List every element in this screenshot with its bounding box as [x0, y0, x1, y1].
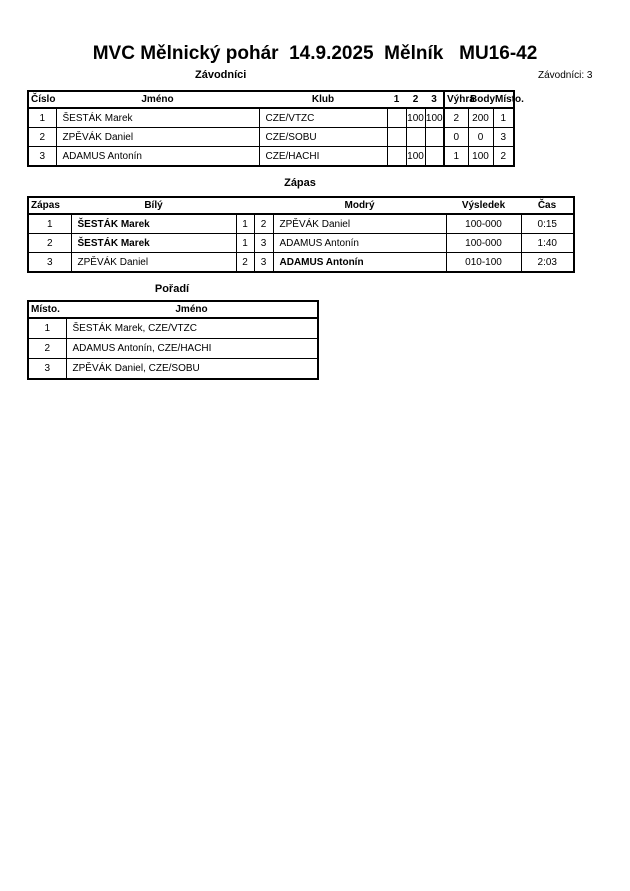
cell-points: 0: [467, 127, 494, 147]
header-number: Číslo: [28, 91, 56, 109]
cell-number: 3: [27, 146, 57, 167]
cell-blue-number: 3: [253, 252, 274, 273]
header-white: Bílý: [71, 197, 236, 215]
cell-blue-name: ADAMUS Antonín: [272, 252, 447, 273]
cell-white-name: ZPĚVÁK Daniel: [70, 252, 237, 273]
header-round-1: 1: [387, 91, 406, 109]
header-club: Klub: [259, 91, 387, 109]
cell-match-number: 1: [27, 213, 72, 234]
header-blue-number: [254, 197, 273, 215]
cell-round-2: [405, 127, 426, 147]
cell-blue-name: ZPĚVÁK Daniel: [272, 213, 447, 234]
cell-match-number: 3: [27, 252, 72, 273]
cell-round-3: [424, 146, 445, 167]
cell-name: ŠESTÁK Marek: [55, 107, 260, 128]
cell-round-1: [386, 146, 407, 167]
cell-white-name: ŠESTÁK Marek: [70, 213, 237, 234]
header-blue: Modrý: [273, 197, 446, 215]
cell-name: ADAMUS Antonín: [55, 146, 260, 167]
cell-match-number: 2: [27, 233, 72, 253]
table-row: 2 ZPĚVÁK Daniel CZE/SOBU 0 0 3: [27, 127, 515, 147]
header-white-number: [236, 197, 254, 215]
cell-name: ŠESTÁK Marek, CZE/VTZC: [65, 317, 319, 339]
table-row: 3 ZPĚVÁK Daniel 2 3 ADAMUS Antonín 010-1…: [27, 252, 575, 273]
cell-name: ZPĚVÁK Daniel: [55, 127, 260, 147]
cell-white-number: 1: [235, 213, 255, 234]
cell-white-number: 1: [235, 233, 255, 253]
cell-wins: 2: [443, 107, 469, 128]
header-round-3: 3: [425, 91, 444, 109]
standings-table: Místo. Jméno 1 ŠESTÁK Marek, CZE/VTZC 2 …: [27, 300, 319, 380]
cell-wins: 1: [443, 146, 469, 167]
cell-round-1: [386, 127, 407, 147]
cell-result: 100-000: [445, 233, 522, 253]
cell-points: 100: [467, 146, 494, 167]
header-round-2: 2: [406, 91, 425, 109]
cell-place: 1: [492, 107, 515, 128]
header-time: Čas: [521, 197, 574, 215]
cell-name: ADAMUS Antonín, CZE/HACHI: [65, 338, 319, 359]
cell-number: 2: [27, 127, 57, 147]
cell-time: 1:40: [520, 233, 575, 253]
cell-points: 200: [467, 107, 494, 128]
cell-round-3: [424, 127, 445, 147]
page-title: MVC Mělnický pohár 14.9.2025 Mělník MU16…: [92, 43, 538, 64]
table-row: 2 ŠESTÁK Marek 1 3 ADAMUS Antonín 100-00…: [27, 233, 575, 253]
cell-place: 2: [27, 338, 67, 359]
header-place: Místo.: [28, 301, 66, 319]
matches-section-title: Zápas: [284, 177, 316, 189]
cell-round-3: 100: [424, 107, 445, 128]
competitors-header-row: Číslo Jméno Klub 1 2 3 Výhra Body Místo.: [28, 91, 524, 109]
cell-club: CZE/HACHI: [258, 146, 388, 167]
cell-blue-number: 3: [253, 233, 274, 253]
cell-blue-name: ADAMUS Antonín: [272, 233, 447, 253]
matches-table: Zápas Bílý Modrý Výsledek Čas 1 ŠESTÁK M…: [27, 196, 575, 273]
table-row: 1 ŠESTÁK Marek CZE/VTZC 100 100 2 200 1: [27, 107, 515, 128]
standings-header-row: Místo. Jméno: [28, 301, 318, 319]
table-row: 1 ŠESTÁK Marek 1 2 ZPĚVÁK Daniel 100-000…: [27, 213, 575, 234]
header-place: Místo.: [493, 91, 524, 109]
cell-result: 010-100: [445, 252, 522, 273]
cell-time: 0:15: [520, 213, 575, 234]
cell-round-2: 100: [405, 107, 426, 128]
competitors-table: Číslo Jméno Klub 1 2 3 Výhra Body Místo.…: [27, 90, 524, 167]
standings-section-title: Pořadí: [154, 283, 190, 295]
cell-white-number: 2: [235, 252, 255, 273]
cell-blue-number: 2: [253, 213, 274, 234]
matches-header-row: Zápas Bílý Modrý Výsledek Čas: [28, 197, 574, 215]
cell-white-name: ŠESTÁK Marek: [70, 233, 237, 253]
header-result: Výsledek: [446, 197, 521, 215]
cell-name: ZPĚVÁK Daniel, CZE/SOBU: [65, 358, 319, 380]
header-wins: Výhra: [443, 91, 475, 109]
table-row: 1 ŠESTÁK Marek, CZE/VTZC: [27, 317, 319, 339]
table-row: 3 ADAMUS Antonín CZE/HACHI 100 1 100 2: [27, 146, 515, 167]
cell-club: CZE/VTZC: [258, 107, 388, 128]
header-name: Jméno: [66, 301, 318, 319]
cell-wins: 0: [443, 127, 469, 147]
competitors-section-title: Závodníci: [195, 69, 247, 81]
header-match: Zápas: [28, 197, 71, 215]
cell-round-2: 100: [405, 146, 426, 167]
cell-number: 1: [27, 107, 57, 128]
table-row: 2 ADAMUS Antonín, CZE/HACHI: [27, 338, 319, 359]
cell-place: 3: [27, 358, 67, 380]
cell-place: 2: [492, 146, 515, 167]
header-name: Jméno: [56, 91, 259, 109]
cell-time: 2:03: [520, 252, 575, 273]
cell-place: 3: [492, 127, 515, 147]
cell-result: 100-000: [445, 213, 522, 234]
cell-club: CZE/SOBU: [258, 127, 388, 147]
header-points: Body: [468, 91, 495, 109]
cell-round-1: [386, 107, 407, 128]
table-row: 3 ZPĚVÁK Daniel, CZE/SOBU: [27, 358, 319, 380]
competitors-count: Závodníci: 3: [538, 70, 593, 81]
cell-place: 1: [27, 317, 67, 339]
